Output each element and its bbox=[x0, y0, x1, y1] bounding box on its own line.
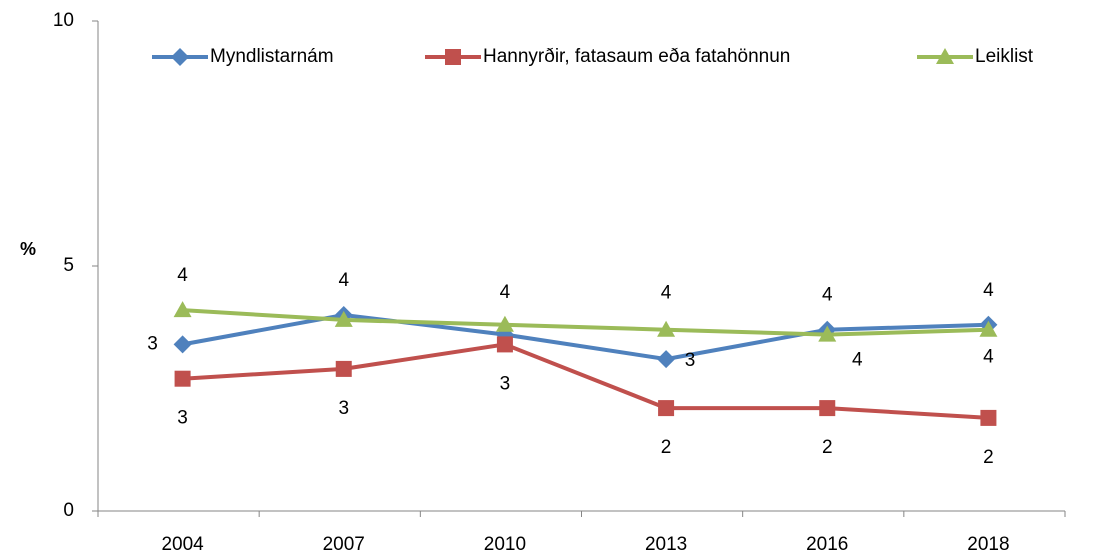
y-tick-label: 5 bbox=[63, 255, 74, 276]
data-label: 3 bbox=[685, 350, 696, 371]
data-label: 2 bbox=[822, 437, 833, 458]
marker bbox=[334, 310, 353, 327]
data-label: 2 bbox=[983, 447, 994, 468]
data-label: 4 bbox=[661, 283, 672, 304]
series-line bbox=[182, 308, 989, 337]
x-tick-label: 2016 bbox=[806, 534, 848, 555]
marker bbox=[657, 350, 676, 369]
marker bbox=[657, 320, 676, 337]
marker bbox=[173, 301, 192, 318]
series-line bbox=[182, 312, 989, 362]
marker bbox=[980, 409, 997, 426]
x-tick-label: 2013 bbox=[645, 534, 687, 555]
x-tick-label: 2007 bbox=[323, 534, 365, 555]
x-tick-label: 2010 bbox=[484, 534, 526, 555]
data-label: 4 bbox=[822, 285, 833, 306]
y-tick-label: 0 bbox=[63, 500, 74, 521]
marker bbox=[495, 315, 514, 332]
data-label: 3 bbox=[338, 398, 349, 419]
x-tick-label: 2004 bbox=[161, 534, 204, 555]
marker bbox=[496, 336, 513, 353]
marker bbox=[171, 48, 189, 66]
marker bbox=[174, 370, 191, 387]
y-tick-label: 10 bbox=[53, 10, 74, 31]
marker bbox=[445, 49, 461, 65]
marker bbox=[335, 360, 352, 377]
data-label: 4 bbox=[338, 270, 349, 291]
marker bbox=[658, 400, 675, 417]
data-label: 3 bbox=[177, 408, 188, 429]
data-label: 4 bbox=[500, 282, 511, 303]
data-label: 3 bbox=[147, 333, 158, 354]
series-line bbox=[182, 342, 989, 420]
data-label: 2 bbox=[661, 437, 672, 458]
data-label: 4 bbox=[177, 265, 188, 286]
legend-label: Hannyrðir, fatasaum eða fatahönnun bbox=[483, 46, 790, 67]
data-label: 4 bbox=[983, 280, 994, 301]
marker bbox=[936, 48, 954, 64]
data-label: 4 bbox=[983, 347, 994, 368]
data-label: 3 bbox=[500, 373, 511, 394]
legend-label: Leiklist bbox=[975, 46, 1034, 67]
data-label: 4 bbox=[852, 350, 863, 371]
legend-label: Myndlistarnám bbox=[210, 46, 334, 67]
y-axis-label: % bbox=[20, 239, 36, 259]
marker bbox=[173, 335, 192, 354]
marker bbox=[818, 325, 837, 342]
x-tick-label: 2018 bbox=[967, 534, 1009, 555]
marker bbox=[979, 320, 998, 337]
marker bbox=[819, 400, 836, 417]
